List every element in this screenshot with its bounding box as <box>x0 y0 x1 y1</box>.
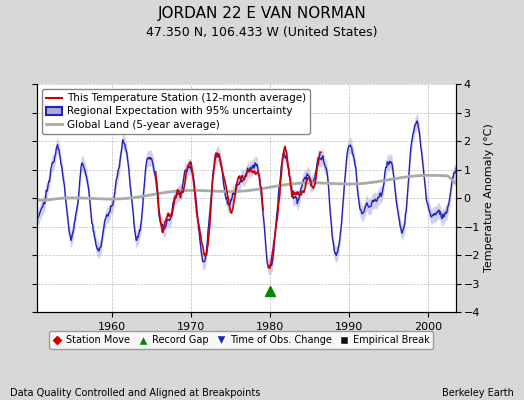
Legend: Station Move, Record Gap, Time of Obs. Change, Empirical Break: Station Move, Record Gap, Time of Obs. C… <box>49 331 433 349</box>
Text: JORDAN 22 E VAN NORMAN: JORDAN 22 E VAN NORMAN <box>158 6 366 21</box>
Text: 47.350 N, 106.433 W (United States): 47.350 N, 106.433 W (United States) <box>146 26 378 39</box>
Y-axis label: Temperature Anomaly (°C): Temperature Anomaly (°C) <box>484 124 494 272</box>
Text: Data Quality Controlled and Aligned at Breakpoints: Data Quality Controlled and Aligned at B… <box>10 388 261 398</box>
Text: Berkeley Earth: Berkeley Earth <box>442 388 514 398</box>
Legend: This Temperature Station (12-month average), Regional Expectation with 95% uncer: This Temperature Station (12-month avera… <box>42 89 310 134</box>
